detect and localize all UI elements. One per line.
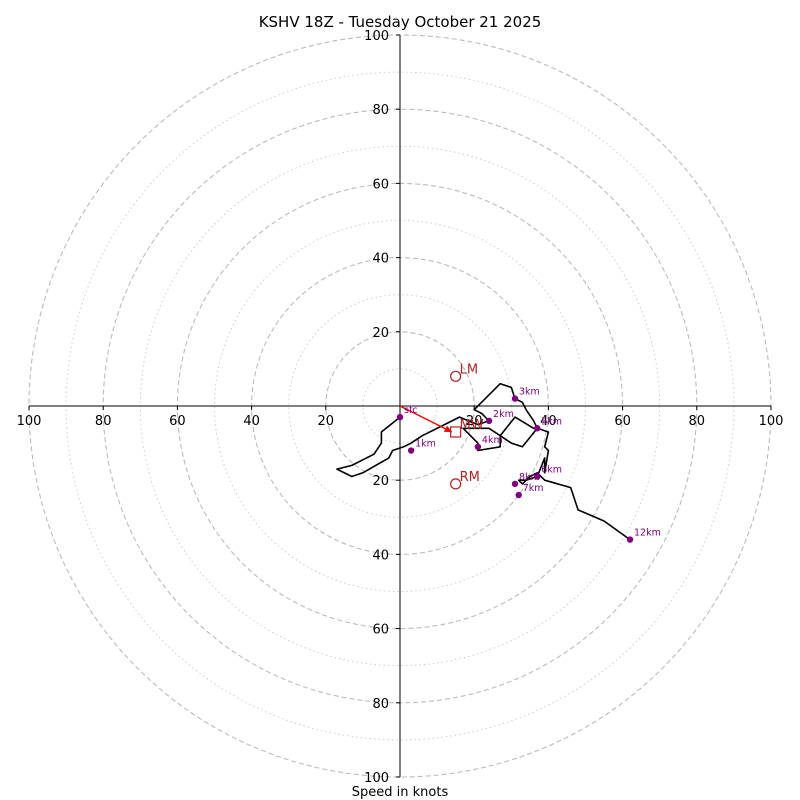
height-marker-2km bbox=[485, 417, 493, 425]
storm-motion-label-lm: LM bbox=[460, 362, 478, 377]
tick-label-right-80: 80 bbox=[689, 414, 706, 429]
tick-labels: 2020202040404040606060608080808010010010… bbox=[17, 29, 784, 786]
hodograph-line bbox=[336, 382, 631, 541]
height-label-8km: 8km bbox=[519, 472, 540, 483]
tick-label-top-80: 80 bbox=[372, 103, 389, 118]
inflow-arrow-head bbox=[443, 425, 452, 432]
height-marker-3km bbox=[511, 395, 519, 402]
tick-label-left-60: 60 bbox=[169, 414, 186, 429]
storm-motions: LM MW RM bbox=[450, 362, 484, 490]
height-label-sfc: sfc bbox=[404, 405, 418, 416]
inflow-arrow-line bbox=[399, 405, 453, 433]
tick-label-right-60: 60 bbox=[614, 414, 631, 429]
height-label-4km: 4km bbox=[482, 435, 503, 446]
tick-label-bottom-100: 100 bbox=[364, 771, 389, 786]
height-label-12km: 12km bbox=[634, 528, 661, 539]
tick-label-top-40: 40 bbox=[372, 252, 389, 267]
tick-label-bottom-20: 20 bbox=[372, 474, 389, 489]
tick-label-left-80: 80 bbox=[95, 414, 112, 429]
tick-label-bottom-60: 60 bbox=[372, 623, 389, 638]
tick-label-top-100: 100 bbox=[364, 29, 389, 44]
height-marker-12km bbox=[626, 536, 634, 543]
height-marker-5km bbox=[534, 425, 541, 432]
wind-trace bbox=[336, 382, 631, 541]
storm-motion-marker-lm bbox=[450, 370, 462, 382]
height-label-2km: 2km bbox=[493, 409, 514, 420]
height-marker-8km bbox=[511, 480, 519, 488]
storm-motion-label-mw: MW bbox=[460, 418, 484, 433]
height-label-6km: 6km bbox=[541, 464, 562, 475]
height-label-5km: 5km bbox=[541, 416, 562, 427]
height-marker-sfc bbox=[396, 413, 404, 421]
height-label-3km: 3km bbox=[519, 387, 540, 398]
tick-label-bottom-80: 80 bbox=[372, 697, 389, 712]
height-label-1km: 1km bbox=[415, 439, 436, 450]
tick-label-bottom-40: 40 bbox=[372, 548, 389, 563]
tick-label-right-40: 40 bbox=[540, 414, 557, 429]
x-axis-label: Speed in knots bbox=[352, 785, 449, 800]
height-marker-1km bbox=[407, 447, 415, 454]
storm-motion-label-rm: RM bbox=[460, 470, 480, 485]
storm-motion-marker-mw bbox=[450, 426, 462, 438]
tick-label-top-20: 20 bbox=[372, 326, 389, 341]
tick-label-left-100: 100 bbox=[17, 414, 42, 429]
height-marker-7km bbox=[515, 491, 522, 499]
tick-label-left-20: 20 bbox=[318, 414, 335, 429]
storm-motion-marker-rm bbox=[450, 478, 462, 490]
height-marker-6km bbox=[534, 473, 541, 480]
tick-label-left-40: 40 bbox=[243, 414, 260, 429]
height-marker-4km bbox=[474, 443, 482, 451]
chart-title: KSHV 18Z - Tuesday October 21 2025 bbox=[259, 13, 542, 31]
height-label-7km: 7km bbox=[523, 483, 544, 494]
tick-label-top-60: 60 bbox=[372, 177, 389, 192]
tick-label-right-100: 100 bbox=[759, 414, 784, 429]
